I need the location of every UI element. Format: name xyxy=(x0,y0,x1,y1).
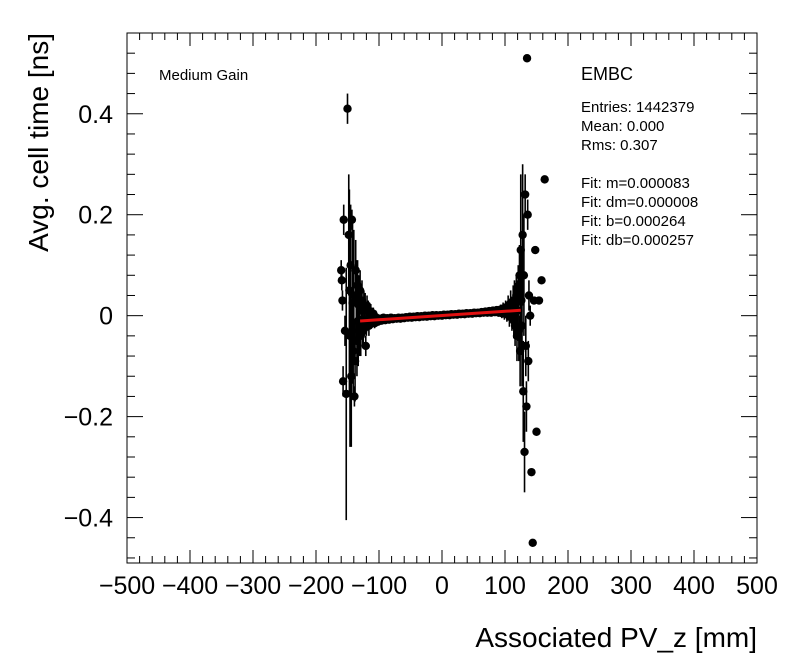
data-point xyxy=(337,266,346,275)
x-tick-label: −200 xyxy=(288,572,344,600)
data-point xyxy=(532,427,541,436)
stats-line: Fit: db=0.000257 xyxy=(581,232,694,249)
x-tick-label: 100 xyxy=(484,572,526,600)
data-point xyxy=(343,104,352,113)
data-point xyxy=(518,230,527,240)
y-tick-label: 0.4 xyxy=(78,101,113,129)
x-tick-label: −300 xyxy=(225,572,281,600)
axis-ticks xyxy=(126,32,758,563)
stats-box: Entries: 1442379 Mean: 0.000 Rms: 0.307 Fit… xyxy=(581,99,698,249)
data-point xyxy=(339,215,348,224)
gain-label: Medium Gain xyxy=(159,67,248,84)
data-point xyxy=(523,210,532,219)
data-point xyxy=(520,190,530,199)
y-tick-labels: −0.4 −0.2 0 0.2 0.4 xyxy=(64,101,113,533)
x-tick-label: 300 xyxy=(610,572,652,600)
y-tick-label: −0.4 xyxy=(64,505,113,533)
data-point xyxy=(342,389,351,399)
data-point xyxy=(350,392,359,401)
data-point xyxy=(347,215,357,224)
stats-line: Fit: dm=0.000008 xyxy=(581,194,698,211)
data-point xyxy=(350,356,360,366)
data-point xyxy=(524,356,533,366)
data-point xyxy=(351,266,360,275)
x-tick-label: 0 xyxy=(435,572,449,600)
data-point xyxy=(514,286,523,295)
data-point xyxy=(522,54,532,63)
x-tick-label: −500 xyxy=(99,572,155,600)
stats-line: Mean: 0.000 xyxy=(581,118,664,135)
data-point xyxy=(344,230,353,240)
y-tick-label: 0.2 xyxy=(78,202,113,230)
stats-line: Fit: m=0.000083 xyxy=(581,175,690,192)
fit-line-group xyxy=(360,308,521,323)
data-point xyxy=(540,175,549,184)
x-tick-label: 500 xyxy=(736,572,778,600)
y-tick-label: −0.2 xyxy=(64,404,113,432)
stats-line: Fit: b=0.000264 xyxy=(581,213,686,230)
data-point xyxy=(519,271,529,280)
data-point xyxy=(537,276,546,285)
data-point xyxy=(517,321,527,330)
region-label: EMBC xyxy=(581,64,633,84)
data-point xyxy=(347,372,356,381)
data-point xyxy=(526,311,535,320)
x-tick-label: −100 xyxy=(351,572,407,600)
x-tick-label: 400 xyxy=(673,572,715,600)
y-tick-label: 0 xyxy=(99,303,113,331)
data-point xyxy=(348,346,358,356)
y-axis-title: Avg. cell time [ns] xyxy=(23,33,54,252)
data-point xyxy=(359,326,368,336)
data-point xyxy=(521,341,530,351)
data-point xyxy=(527,467,536,477)
data-point xyxy=(517,296,526,305)
stats-line: Rms: 0.307 xyxy=(581,137,658,154)
data-point xyxy=(519,387,528,396)
data-point xyxy=(355,286,365,295)
fit-line xyxy=(360,308,521,323)
data-point xyxy=(516,245,525,255)
x-tick-label: −400 xyxy=(162,572,218,600)
data-point xyxy=(528,538,537,548)
data-point xyxy=(520,447,529,457)
data-point xyxy=(531,245,540,255)
data-point xyxy=(361,341,370,351)
x-axis-title: Associated PV_z [mm] xyxy=(475,622,757,653)
x-tick-label: 200 xyxy=(547,572,589,600)
data-point xyxy=(515,346,525,356)
data-point xyxy=(522,402,531,411)
data-point xyxy=(345,331,355,341)
data-point xyxy=(534,296,544,305)
stats-line: Entries: 1442379 xyxy=(581,99,694,116)
x-tick-labels: −500 −400 −300 −200 −100 0 100 200 300 400 500 xyxy=(99,572,778,600)
data-point xyxy=(337,276,347,285)
data-point xyxy=(338,296,347,305)
data-point xyxy=(338,377,348,386)
